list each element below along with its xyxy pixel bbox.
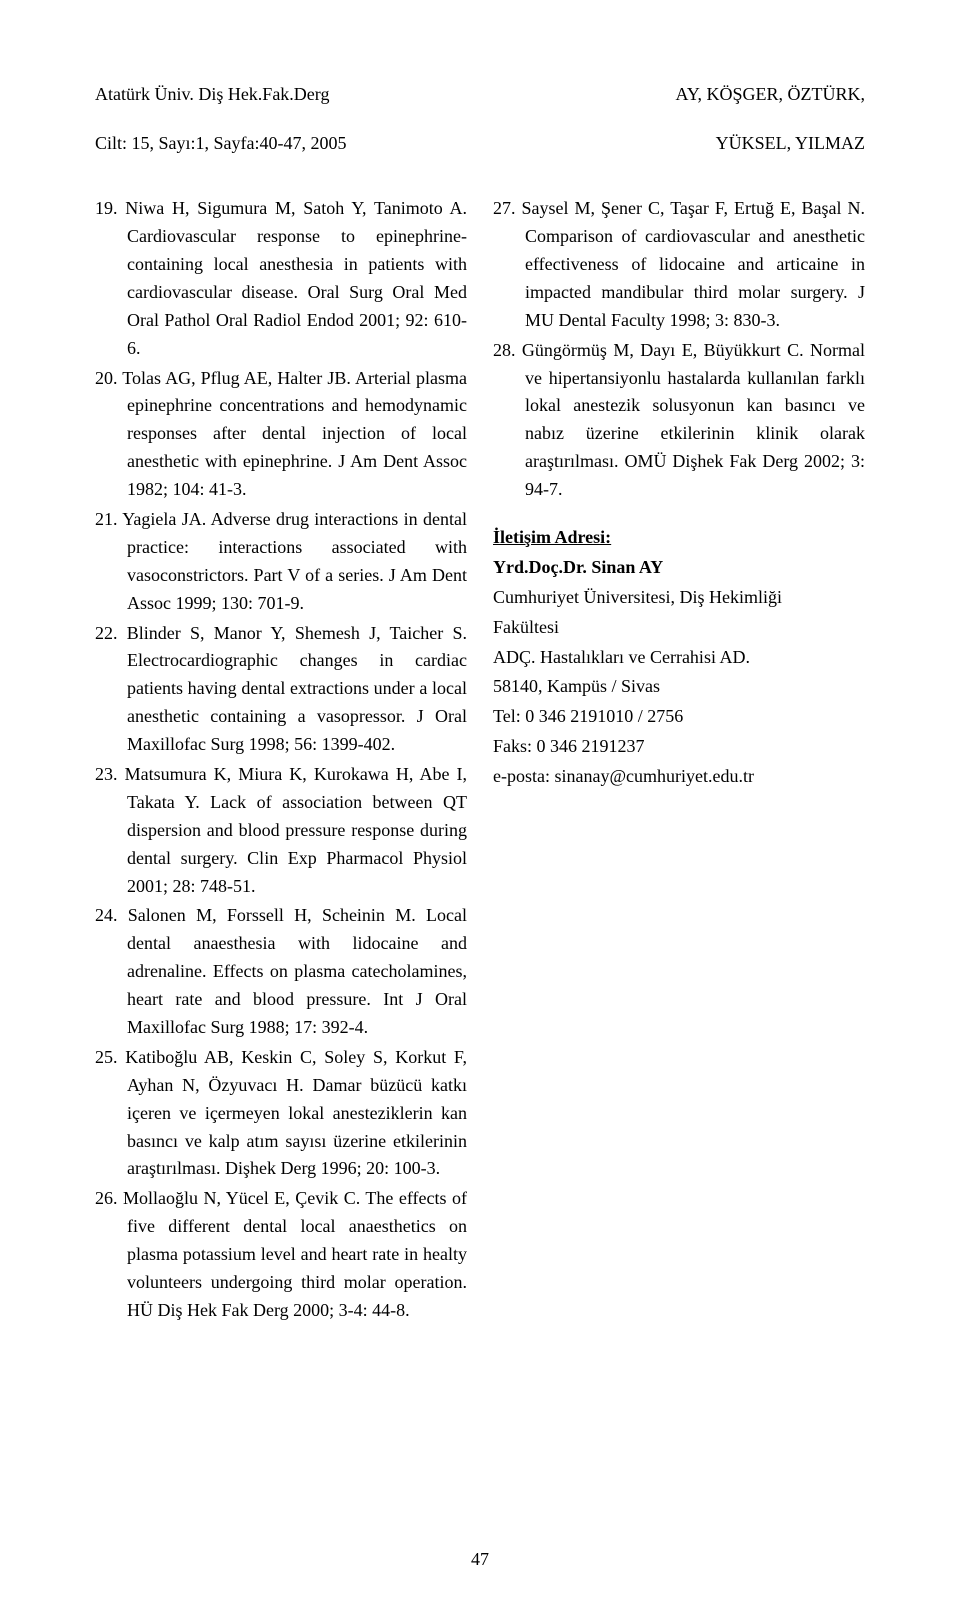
contact-address: 58140, Kampüs / Sivas: [493, 673, 865, 701]
page-header: Atatürk Üniv. Diş Hek.Fak.Derg Cilt: 15,…: [95, 58, 865, 155]
issue-info: Cilt: 15, Sayı:1, Sayfa:40-47, 2005: [95, 133, 347, 153]
reference-item: 26. Mollaoğlu N, Yücel E, Çevik C. The e…: [95, 1185, 467, 1324]
contact-name: Yrd.Doç.Dr. Sinan AY: [493, 554, 865, 582]
reference-item: 20. Tolas AG, Pflug AE, Halter JB. Arter…: [95, 365, 467, 504]
reference-item: 27. Saysel M, Şener C, Taşar F, Ertuğ E,…: [493, 195, 865, 334]
reference-item: 24. Salonen M, Forssell H, Scheinin M. L…: [95, 902, 467, 1041]
journal-name: Atatürk Üniv. Diş Hek.Fak.Derg: [95, 84, 329, 104]
authors-line2: YÜKSEL, YILMAZ: [716, 133, 865, 153]
authors-line1: AY, KÖŞGER, ÖZTÜRK,: [675, 84, 865, 104]
reference-item: 28. Güngörmüş M, Dayı E, Büyükkurt C. No…: [493, 337, 865, 504]
reference-item: 19. Niwa H, Sigumura M, Satoh Y, Tanimot…: [95, 195, 467, 362]
page: Atatürk Üniv. Diş Hek.Fak.Derg Cilt: 15,…: [0, 0, 960, 1600]
contact-affiliation: Cumhuriyet Üniversitesi, Diş Hekimliği: [493, 584, 865, 612]
contact-phone: Tel: 0 346 2191010 / 2756: [493, 703, 865, 731]
right-column: 27. Saysel M, Şener C, Taşar F, Ertuğ E,…: [493, 195, 865, 1327]
header-left: Atatürk Üniv. Diş Hek.Fak.Derg Cilt: 15,…: [95, 58, 347, 155]
reference-item: 21. Yagiela JA. Adverse drug interaction…: [95, 506, 467, 618]
content-columns: 19. Niwa H, Sigumura M, Satoh Y, Tanimot…: [95, 195, 865, 1327]
spacer: [493, 506, 865, 524]
contact-email: e-posta: sinanay@cumhuriyet.edu.tr: [493, 763, 865, 791]
contact-heading: İletişim Adresi:: [493, 524, 865, 552]
header-right: AY, KÖŞGER, ÖZTÜRK, YÜKSEL, YILMAZ: [675, 58, 865, 155]
reference-item: 25. Katiboğlu AB, Keskin C, Soley S, Kor…: [95, 1044, 467, 1183]
page-number: 47: [0, 1549, 960, 1570]
reference-item: 23. Matsumura K, Miura K, Kurokawa H, Ab…: [95, 761, 467, 900]
left-column: 19. Niwa H, Sigumura M, Satoh Y, Tanimot…: [95, 195, 467, 1327]
contact-affiliation: Fakültesi: [493, 614, 865, 642]
reference-item: 22. Blinder S, Manor Y, Shemesh J, Taich…: [95, 620, 467, 759]
contact-department: ADÇ. Hastalıkları ve Cerrahisi AD.: [493, 644, 865, 672]
contact-fax: Faks: 0 346 2191237: [493, 733, 865, 761]
